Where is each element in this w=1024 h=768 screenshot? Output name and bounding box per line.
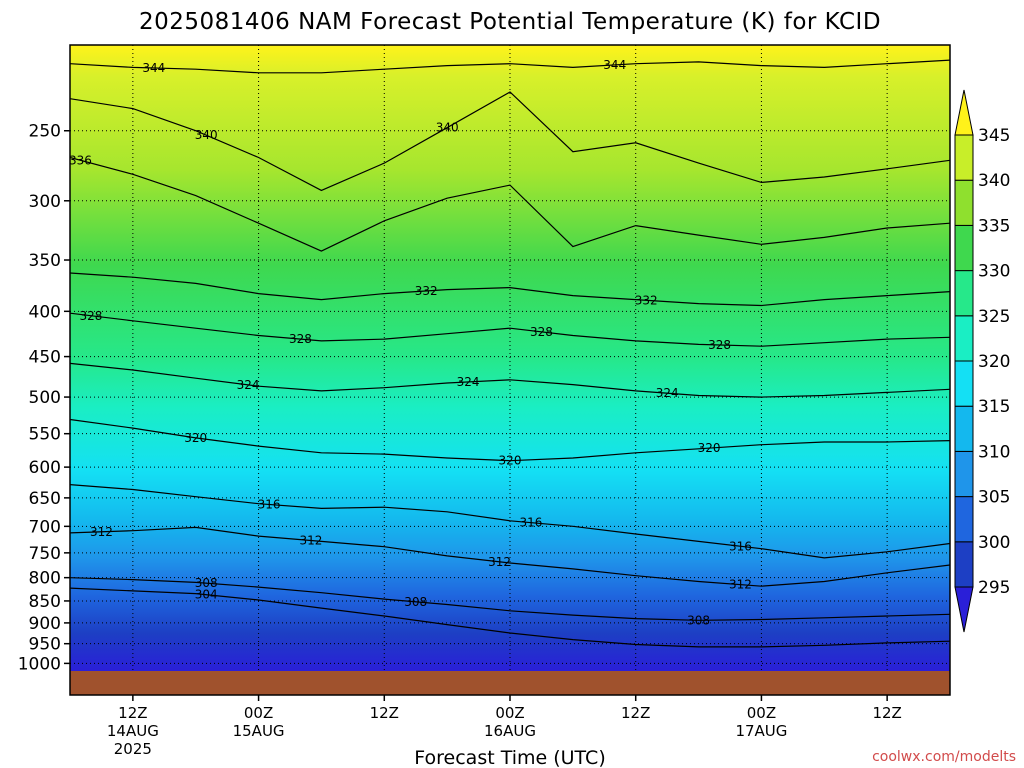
x-tick-label: 00Z <box>495 704 524 722</box>
y-tick-label-950: 950 <box>29 635 61 655</box>
contour-label-316: 316 <box>519 516 542 530</box>
contour-label-320: 320 <box>499 454 522 468</box>
colorbar-label-345: 345 <box>978 126 1010 146</box>
colorbar-label-335: 335 <box>978 216 1010 236</box>
contour-labels: 344 344 340 340 336 332 332 328 328 328 328 324 324 3… <box>69 58 752 627</box>
contour-label-336: 336 <box>69 153 92 167</box>
colorbar-segment-335 <box>954 179 974 226</box>
colorbar-label-320: 320 <box>978 352 1010 372</box>
contour-label-312: 312 <box>729 578 752 592</box>
y-tick-label-250: 250 <box>29 122 61 142</box>
y-tick-label-300: 300 <box>29 192 61 212</box>
colorbar-segment-330 <box>954 224 974 272</box>
x-tick-label: 12Z <box>118 704 147 722</box>
x-tick-label: 12Z <box>370 704 399 722</box>
plot-area: 344 344 340 340 336 332 332 328 328 328 328 324 324 3… <box>69 44 951 696</box>
colorbar-segment-295 <box>954 541 974 588</box>
contour-label-324: 324 <box>237 378 260 392</box>
colorbar-label-330: 330 <box>978 262 1010 282</box>
contour-label-312: 312 <box>299 534 322 548</box>
contour-label-316: 316 <box>258 498 281 512</box>
contour-label-332: 332 <box>415 284 438 298</box>
gridlines <box>70 45 950 671</box>
y-axis: 2503003504004505005506006507007508008509… <box>18 122 70 674</box>
colorbar-label-295: 295 <box>978 578 1010 598</box>
x-tick-label: 00Z <box>244 704 273 722</box>
contour-label-328: 328 <box>289 332 312 346</box>
colorbar-label-325: 325 <box>978 307 1010 327</box>
contour-label-328: 328 <box>79 309 102 323</box>
chart-title: 2025081406 NAM Forecast Potential Temper… <box>139 9 881 35</box>
colorbar-segment-315 <box>954 360 974 407</box>
contour-label-328: 328 <box>530 325 553 339</box>
y-tick-label-700: 700 <box>29 517 61 537</box>
x-tick-label: 2025 <box>114 740 152 758</box>
x-tick-label: 12Z <box>621 704 650 722</box>
contour-label-308: 308 <box>687 613 710 627</box>
colorbar-label-310: 310 <box>978 442 1010 462</box>
y-tick-label-500: 500 <box>29 388 61 408</box>
contour-label-328: 328 <box>708 338 731 352</box>
y-tick-label-550: 550 <box>29 425 61 445</box>
contour-340 <box>70 91 950 192</box>
y-tick-label-350: 350 <box>29 251 61 271</box>
y-tick-label-900: 900 <box>29 614 61 634</box>
y-tick-label-600: 600 <box>29 458 61 478</box>
contour-344 <box>70 59 950 74</box>
colorbar-segment-340 <box>954 134 974 181</box>
ground-surface <box>70 671 950 695</box>
colorbar-segment-320 <box>954 315 974 362</box>
y-tick-label-850: 850 <box>29 592 61 612</box>
x-tick-label: 16AUG <box>484 722 536 740</box>
y-tick-label-450: 450 <box>29 348 61 368</box>
colorbar-segment-325 <box>954 270 974 317</box>
contour-324 <box>70 362 950 398</box>
colorbar-segment-310 <box>954 405 974 452</box>
colorbar-top-arrow <box>954 89 974 136</box>
contour-label-324: 324 <box>656 386 679 400</box>
y-tick-label-800: 800 <box>29 569 61 589</box>
colorbar-segment-305 <box>954 450 974 498</box>
contour-328 <box>70 312 950 347</box>
y-tick-label-650: 650 <box>29 489 61 509</box>
contour-332 <box>70 272 950 307</box>
contour-label-316: 316 <box>729 539 752 553</box>
contour-label-320: 320 <box>698 441 721 455</box>
x-tick-label: 17AUG <box>735 722 787 740</box>
contour-label-324: 324 <box>457 375 480 389</box>
contour-312 <box>70 526 950 587</box>
colorbar-segment-300 <box>954 496 974 543</box>
contour-label-340: 340 <box>436 121 459 135</box>
contour-label-332: 332 <box>635 293 658 307</box>
x-axis-label: Forecast Time (UTC) <box>414 747 605 768</box>
y-tick-label-750: 750 <box>29 544 61 564</box>
contour-label-320: 320 <box>184 431 207 445</box>
contour-320 <box>70 418 950 462</box>
contour-label-340: 340 <box>195 128 218 142</box>
y-tick-label-1000: 1000 <box>18 654 61 674</box>
contour-308 <box>70 577 950 621</box>
colorbar-bottom-arrow <box>954 586 974 633</box>
x-tick-label: 15AUG <box>233 722 285 740</box>
contour-label-312: 312 <box>90 525 113 539</box>
colorbar-label-300: 300 <box>978 533 1010 553</box>
colorbar-label-305: 305 <box>978 488 1010 508</box>
x-tick-label: 00Z <box>747 704 776 722</box>
contour-label-344: 344 <box>603 58 626 72</box>
x-tick-label: 12Z <box>872 704 901 722</box>
colorbar-label-340: 340 <box>978 171 1010 191</box>
colorbar-label-315: 315 <box>978 397 1010 417</box>
contour-label-308: 308 <box>404 595 427 609</box>
contour-label-308: 308 <box>195 576 218 590</box>
contour-316 <box>70 484 950 559</box>
contour-label-344: 344 <box>142 61 165 75</box>
watermark: coolwx.com/modelts <box>872 749 1016 765</box>
x-tick-label: 14AUG <box>107 722 159 740</box>
contour-label-312: 312 <box>488 555 511 569</box>
colorbar: 295 300 305 310 315 320 325 330 335 340 345 <box>954 89 1010 633</box>
contour-label-304: 304 <box>195 588 218 602</box>
y-tick-label-400: 400 <box>29 302 61 322</box>
